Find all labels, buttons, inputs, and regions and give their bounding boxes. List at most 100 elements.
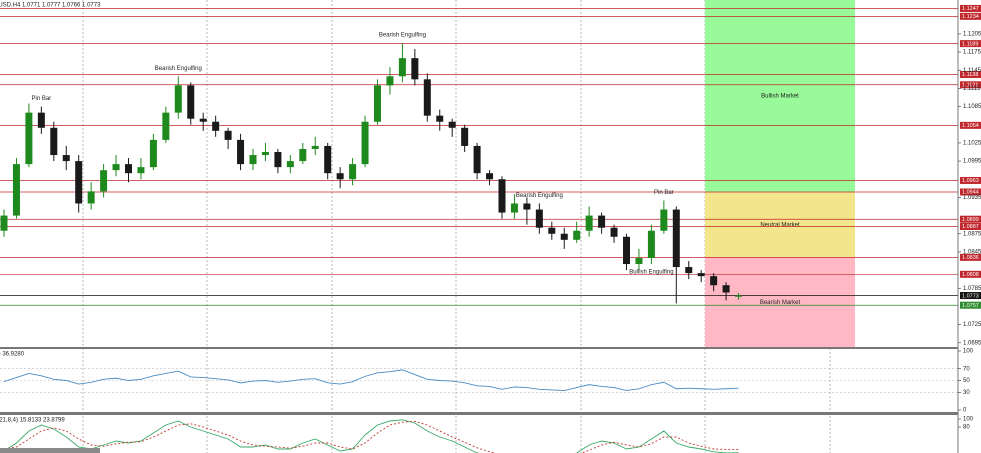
candle-body (12, 164, 20, 216)
candle-body (62, 155, 70, 162)
panel-title: Stoch(21,8,4) 15.8133 23.8799 (0, 418, 65, 424)
candle-body (249, 155, 257, 165)
candle-body (311, 145, 319, 149)
level-tag (960, 188, 981, 196)
candle-body (710, 276, 718, 286)
y-tick-label: 1.1085 (963, 104, 981, 110)
panel-title: RSI(14) 36.9280 (0, 352, 25, 358)
level-tag (960, 81, 981, 89)
candle-body (735, 295, 743, 297)
y-tick-label: 1.1115 (963, 86, 981, 92)
candle-body (174, 85, 182, 113)
annotation: Bearish Engulfing (516, 193, 563, 199)
tab (0, 448, 100, 453)
candle-body (685, 267, 693, 274)
level-tag (960, 12, 981, 20)
annotation: Bearish Engulfing (155, 66, 202, 72)
y-tick-label: 1.1205 (963, 31, 981, 37)
candle-body (660, 209, 668, 231)
candle-body (0, 215, 8, 231)
level-tag (960, 121, 981, 129)
y-tick-label: 1.1145 (963, 68, 981, 74)
level-tag (960, 253, 981, 261)
annotation: Pin Bar (32, 96, 52, 102)
candle-body (535, 209, 543, 228)
candle-body (349, 164, 357, 180)
candle-body (100, 170, 108, 192)
panel (0, 368, 958, 393)
level-label: 1.0773 (962, 293, 979, 299)
candle-body (75, 161, 83, 204)
candle-body (722, 285, 730, 293)
candle-body (112, 164, 120, 171)
level-label: 1.0808 (962, 272, 979, 278)
level-label: 1.1138 (962, 72, 978, 78)
candle-body (286, 161, 294, 168)
y-tick-label: 1.0875 (963, 231, 981, 237)
panel: Bullish Market Neutral Market Bearish Mark… (0, 0, 958, 347)
candle-body (548, 227, 556, 234)
y-tick-label: 1.0725 (963, 322, 981, 328)
candle-body (386, 76, 394, 86)
panel-divider (0, 412, 958, 415)
candle-body (523, 203, 531, 210)
candle-body (448, 121, 456, 128)
y-tick-label: 1.1025 (963, 140, 981, 146)
panel (3, 419, 739, 453)
candle-body (697, 273, 705, 277)
y-tick-label: 1.0695 (963, 340, 981, 346)
level-tag (960, 222, 981, 230)
y-tick-label: 30 (963, 390, 970, 396)
series-line (3, 420, 739, 453)
candle-body (87, 191, 95, 204)
level-tag (960, 70, 981, 78)
candle-body (423, 79, 431, 116)
candle-body (261, 152, 269, 156)
level-tag (960, 270, 981, 278)
candle-body (274, 152, 282, 168)
zone (705, 0, 855, 192)
zone-label: Bullish Market (761, 94, 799, 100)
zone (705, 191, 855, 258)
candle-body (486, 173, 494, 180)
zone-label: Neutral Market (760, 222, 800, 228)
level-label: 1.1121 (962, 83, 978, 89)
y-tick-label: 1.0995 (963, 159, 981, 165)
level-tag (960, 176, 981, 184)
level-label: 1.0836 (962, 255, 979, 261)
candle-body (212, 121, 220, 131)
annotation: Bullish Engulfing (629, 270, 673, 276)
candle-body (237, 139, 245, 165)
level-tag (960, 215, 981, 223)
series-line (3, 369, 739, 391)
candle-body (361, 121, 369, 165)
y-tick-label: 1.0845 (963, 250, 981, 256)
candle-body (473, 145, 481, 174)
annotation: Bearish Engulfing (379, 33, 426, 39)
y-tick-label: 100 (963, 417, 974, 423)
annotation: Pin Bar (654, 190, 674, 196)
level-tag (960, 292, 981, 300)
candle-body (411, 58, 419, 80)
candle-body (598, 215, 606, 228)
candle-body (461, 127, 469, 146)
y-tick-label: 70 (963, 366, 970, 372)
candle-body (125, 164, 132, 174)
candle-body (187, 85, 195, 119)
candle-body (398, 58, 406, 77)
candle-body (324, 145, 332, 174)
level-tag (960, 40, 981, 48)
zone-label: Bearish Market (760, 300, 801, 306)
y-tick-label: 80 (963, 425, 970, 431)
level-label: 1.1247 (962, 6, 979, 12)
candle-body (510, 203, 518, 213)
candle-body (647, 230, 655, 258)
candle-body (162, 112, 170, 140)
candle-body (336, 173, 344, 180)
level-label: 1.0963 (962, 178, 979, 184)
y-tick-label: 1.0785 (963, 286, 981, 292)
candle-body (25, 112, 33, 165)
level-tag (960, 4, 981, 12)
panel-divider (0, 347, 958, 349)
